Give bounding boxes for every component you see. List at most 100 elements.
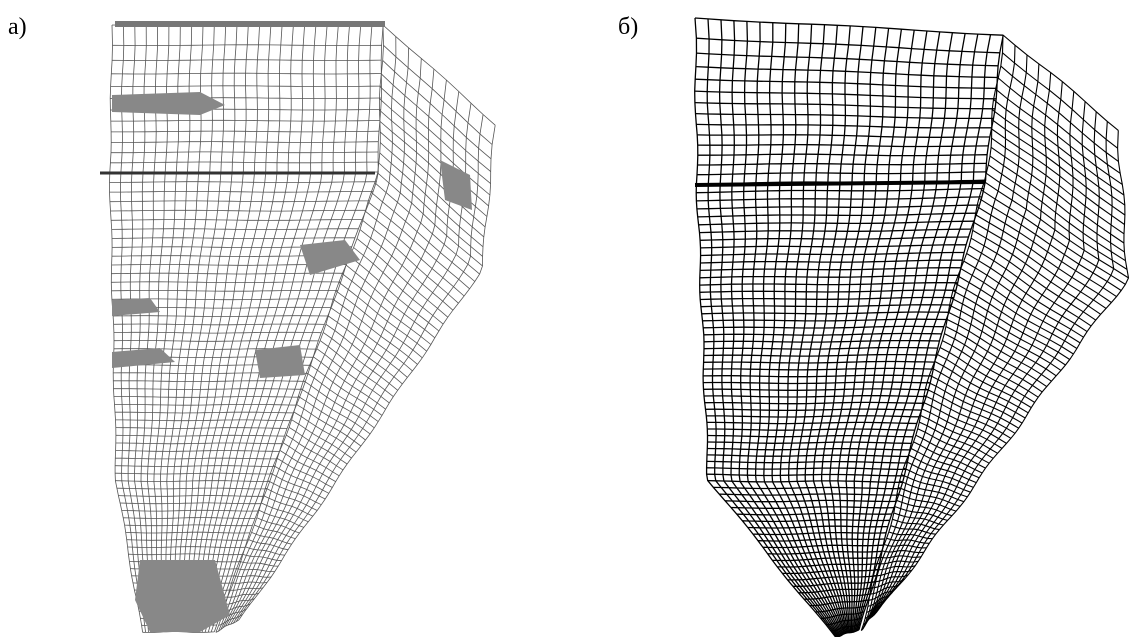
mesh-line (903, 467, 971, 493)
mesh-line (700, 296, 954, 301)
mesh-line (960, 268, 1081, 344)
stress-zone (112, 92, 225, 115)
mesh-line (353, 247, 444, 325)
mesh-line (703, 332, 942, 336)
mesh-line (863, 605, 882, 626)
mesh-line (700, 236, 969, 241)
mesh-line (894, 506, 948, 521)
mesh-line (147, 25, 170, 633)
mesh-line (233, 575, 272, 578)
mesh-line (332, 298, 418, 365)
mesh-line (985, 172, 1128, 270)
mesh-line (229, 587, 264, 591)
stress-zone (255, 345, 305, 378)
mesh-line (989, 155, 1125, 253)
mesh-line (898, 486, 961, 507)
mesh-line (978, 197, 1122, 291)
mesh-line (707, 428, 915, 431)
mesh-line (374, 182, 480, 275)
mesh-line (706, 473, 905, 477)
mesh-line (829, 28, 890, 633)
mesh-line (112, 44, 382, 46)
mesh-line (804, 593, 871, 600)
mesh-line (991, 128, 1125, 225)
mesh-line (706, 460, 908, 464)
mesh-line (860, 609, 879, 631)
mesh-line (251, 532, 292, 545)
mesh-line (772, 556, 881, 562)
mesh-line (957, 275, 1078, 349)
mesh-line (298, 396, 366, 441)
mesh-line (123, 517, 256, 519)
mesh-line (757, 538, 885, 542)
mesh-line (944, 333, 1043, 393)
mesh-line (700, 304, 952, 308)
mesh-line (114, 403, 297, 406)
mesh-line (820, 611, 865, 620)
mesh-line (867, 591, 893, 607)
mesh-line (835, 629, 860, 637)
mesh-line (279, 450, 336, 482)
mesh-line (762, 544, 884, 549)
mesh-line (921, 408, 1003, 449)
mesh-line (127, 546, 246, 548)
mesh-line (115, 472, 273, 475)
mesh-line (218, 614, 243, 626)
mesh-line (356, 238, 449, 318)
mesh-line (878, 130, 1130, 611)
mesh-line (725, 499, 897, 503)
mesh-line (256, 517, 300, 534)
mesh-line (300, 388, 371, 435)
mesh-line (937, 354, 1032, 409)
mesh-line (110, 209, 366, 212)
mesh-line (888, 531, 933, 540)
mesh-line (286, 434, 344, 471)
mesh-line (210, 25, 373, 633)
mesh-line (115, 419, 291, 422)
mesh-line (276, 457, 333, 488)
mesh-line (111, 237, 355, 240)
mesh-line (987, 164, 1126, 262)
mesh-line (877, 560, 919, 565)
mesh-line (113, 331, 322, 334)
mesh-line (830, 623, 861, 632)
mesh-line (913, 441, 983, 474)
mesh-line (379, 98, 491, 196)
mesh-line (697, 134, 990, 138)
mesh-line (377, 172, 483, 267)
mesh-line (701, 311, 949, 315)
mesh-line (875, 565, 916, 571)
mesh-line (713, 486, 901, 490)
mesh-line (700, 251, 965, 257)
mesh-line (767, 550, 883, 555)
mesh-line (113, 340, 319, 342)
mesh-line (1002, 34, 1119, 131)
mesh-line (116, 487, 267, 490)
mesh-line (703, 339, 940, 343)
mesh-line (263, 495, 313, 517)
mesh-line (1000, 65, 1119, 162)
stress-zone (112, 298, 160, 316)
mesh-line (973, 222, 1107, 309)
mesh-line (699, 282, 958, 286)
mesh-line (697, 212, 977, 218)
mesh-line (113, 380, 306, 383)
mesh-line (694, 101, 996, 110)
mesh-line (868, 587, 897, 601)
mesh-line (696, 171, 986, 176)
mesh-line (111, 151, 379, 154)
mesh-line (870, 578, 905, 589)
mesh-line (931, 367, 1026, 419)
mesh-line (115, 465, 275, 467)
mesh-line (704, 401, 924, 405)
mesh-line (382, 24, 496, 126)
mesh-line (113, 388, 303, 390)
mesh-line (703, 374, 932, 378)
mesh-line (113, 315, 328, 317)
mesh-line (124, 524, 253, 527)
mesh-line (115, 450, 280, 452)
mesh-line (777, 562, 880, 568)
mesh-line (968, 245, 1092, 327)
mesh-line (703, 381, 931, 385)
